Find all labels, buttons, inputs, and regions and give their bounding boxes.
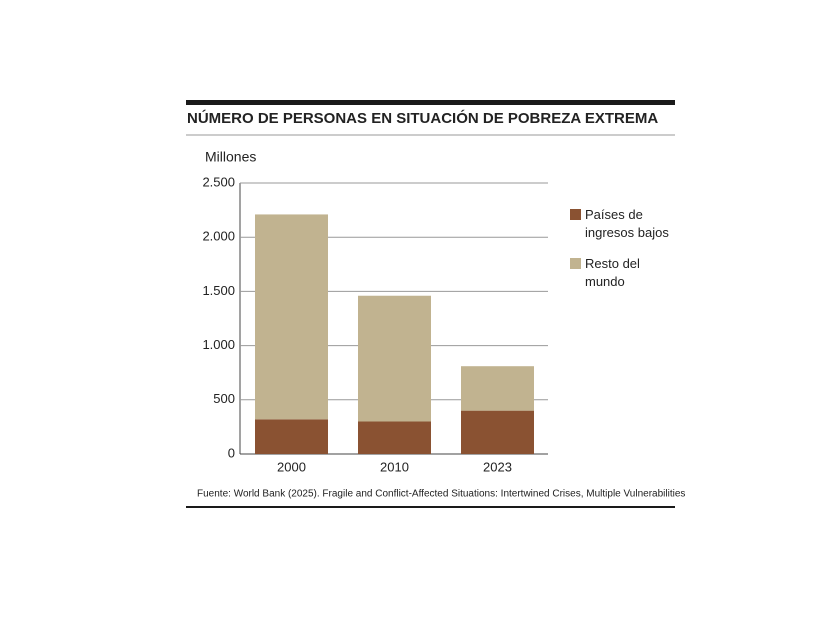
top-rule bbox=[186, 100, 675, 105]
y-tick-label: 1.500 bbox=[202, 283, 235, 298]
y-tick-label: 500 bbox=[213, 391, 235, 406]
legend-label: Resto del mundo bbox=[585, 256, 640, 289]
x-tick-label: 2010 bbox=[380, 459, 409, 474]
bar-segment bbox=[255, 214, 328, 420]
legend-label: Países de ingresos bajos bbox=[585, 207, 669, 240]
bar-segment bbox=[255, 419, 328, 454]
y-axis-label: Millones bbox=[205, 149, 256, 165]
y-tick-label: 2.000 bbox=[202, 229, 235, 244]
source: Fuente: World Bank (2025). Fragile and C… bbox=[197, 489, 685, 500]
y-tick-label: 2.500 bbox=[202, 174, 235, 189]
x-tick-label: 2023 bbox=[483, 459, 512, 474]
x-tick-label: 2000 bbox=[277, 459, 306, 474]
bar-segment bbox=[461, 410, 534, 454]
legend-swatch bbox=[570, 209, 581, 220]
bar-segment bbox=[358, 421, 431, 454]
bar-segment bbox=[461, 366, 534, 411]
y-tick-label: 0 bbox=[228, 445, 235, 460]
chart-title: NÚMERO DE PERSONAS EN SITUACIÓN DE POBRE… bbox=[187, 109, 658, 127]
y-tick-label: 1.000 bbox=[202, 337, 235, 352]
bar-segment bbox=[358, 295, 431, 422]
legend-swatch bbox=[570, 258, 581, 269]
